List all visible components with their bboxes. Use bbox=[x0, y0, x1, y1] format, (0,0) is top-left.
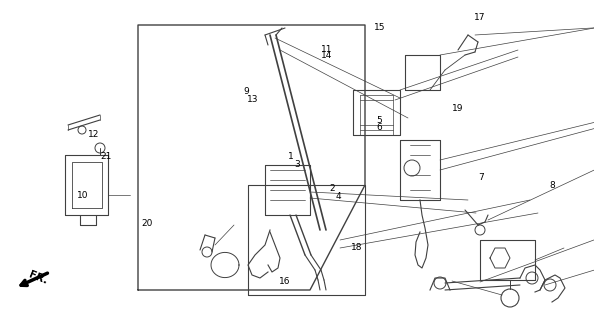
Text: 16: 16 bbox=[279, 277, 291, 286]
Text: 21: 21 bbox=[100, 152, 112, 161]
Text: 18: 18 bbox=[350, 244, 362, 252]
Text: 2: 2 bbox=[330, 184, 336, 193]
Text: 12: 12 bbox=[88, 130, 100, 139]
Text: 6: 6 bbox=[376, 123, 382, 132]
Text: 8: 8 bbox=[549, 181, 555, 190]
Text: 17: 17 bbox=[474, 13, 486, 22]
Text: 13: 13 bbox=[247, 95, 258, 104]
Text: 14: 14 bbox=[321, 52, 333, 60]
Text: 20: 20 bbox=[141, 220, 153, 228]
Text: 11: 11 bbox=[321, 45, 333, 54]
Text: FR.: FR. bbox=[27, 270, 49, 286]
Text: 1: 1 bbox=[288, 152, 294, 161]
Text: 7: 7 bbox=[478, 173, 484, 182]
Text: 10: 10 bbox=[77, 191, 89, 200]
Text: 3: 3 bbox=[294, 160, 300, 169]
Text: 19: 19 bbox=[451, 104, 463, 113]
Text: 5: 5 bbox=[376, 116, 382, 125]
Text: 15: 15 bbox=[374, 23, 386, 32]
Text: 4: 4 bbox=[336, 192, 342, 201]
Text: 9: 9 bbox=[244, 87, 249, 96]
